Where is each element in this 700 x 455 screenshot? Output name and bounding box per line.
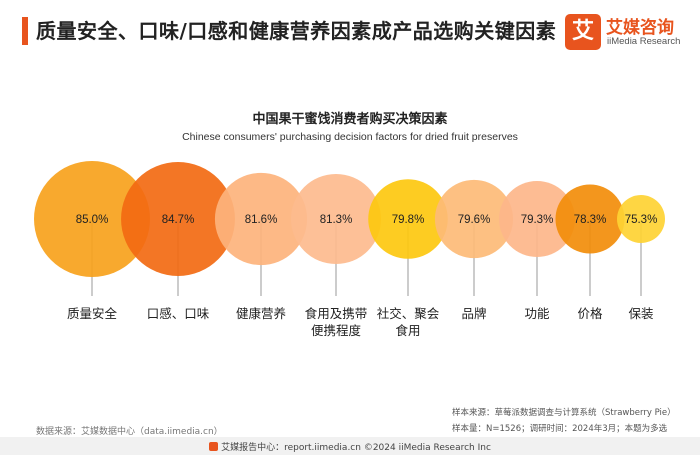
logo-name-en: iiMedia Research: [607, 36, 681, 47]
bubble: [368, 179, 448, 259]
category-label: 口感、口味: [147, 306, 210, 321]
footer-text: 艾媒报告中心：report.iimedia.cn ©2024 iiMedia R…: [0, 440, 700, 453]
bubble: [555, 184, 625, 254]
bubble-value-label: 79.8%: [392, 214, 425, 226]
bubble-value-label: 84.7%: [162, 214, 195, 226]
bubble: [290, 173, 382, 265]
bubble: [34, 161, 150, 277]
logo-name-cn: 艾媒咨询: [606, 18, 674, 38]
bubble-value-label: 79.6%: [458, 214, 491, 226]
bubble: [121, 162, 235, 276]
category-label: 质量安全: [67, 306, 118, 321]
page-title: 质量安全、口味/口感和健康营养因素成产品选购关键因素: [36, 19, 557, 43]
logo-mark: 艾: [565, 14, 601, 50]
sample-source: 样本来源：草莓派数据调查与计算系统（Strawberry Pie）: [452, 408, 676, 418]
bubble-value-label: 79.3%: [521, 214, 554, 226]
category-label: 保装: [628, 306, 653, 321]
bubble-value-label: 78.3%: [574, 214, 607, 226]
category-label: 价格: [577, 306, 603, 321]
bubble-value-label: 75.3%: [625, 214, 658, 226]
brand-logo: 艾 艾媒咨询 iiMedia Research: [565, 12, 690, 56]
bubble: [434, 179, 514, 259]
bubble-value-label: 85.0%: [76, 214, 109, 226]
bubble: [498, 180, 576, 258]
category-label: 品牌: [461, 306, 486, 321]
bubble-value-label: 81.6%: [245, 214, 278, 226]
bubble-value-label: 81.3%: [320, 214, 353, 226]
bubble: [617, 195, 665, 243]
footer-bar: [0, 437, 700, 455]
chart-subtitle: Chinese consumers' purchasing decision f…: [182, 131, 518, 143]
footer-label: 艾媒报告中心：report.iimedia.cn ©2024 iiMedia R…: [221, 443, 491, 453]
category-label: 功能: [524, 306, 550, 321]
sample-info: 样本量：N=1526；调研时间：2024年3月；本题为多选: [452, 424, 668, 434]
category-label: 健康营养: [236, 306, 286, 321]
header-accent-bar: [22, 17, 28, 45]
data-source: 数据来源：艾媒数据中心（data.iimedia.cn）: [36, 427, 223, 437]
report-center-icon: [209, 442, 219, 451]
category-label: 食用及携带便携程度: [305, 306, 368, 338]
category-label: 社交、聚会食用: [377, 306, 440, 338]
chart-title: 中国果干蜜饯消费者购买决策因素: [252, 112, 448, 127]
bubble: [214, 172, 308, 266]
